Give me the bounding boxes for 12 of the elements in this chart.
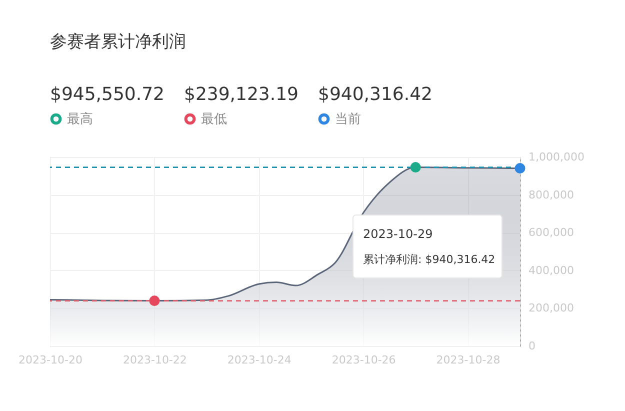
text: $239,123.19	[184, 84, 299, 105]
text: $945,550.72	[50, 84, 165, 105]
annotation: 累计净利润: $940,316.42	[363, 253, 496, 266]
legend-label: 当前	[335, 112, 361, 127]
annotation: 2023-10-29	[363, 227, 433, 241]
point	[149, 296, 160, 306]
text: $940,316.42	[318, 84, 433, 105]
legend-label: 最高	[67, 111, 93, 127]
legend-label: 最低	[201, 112, 227, 127]
point	[410, 162, 421, 173]
point	[514, 163, 526, 174]
chart-title: 参赛者累计净利润	[50, 32, 186, 52]
